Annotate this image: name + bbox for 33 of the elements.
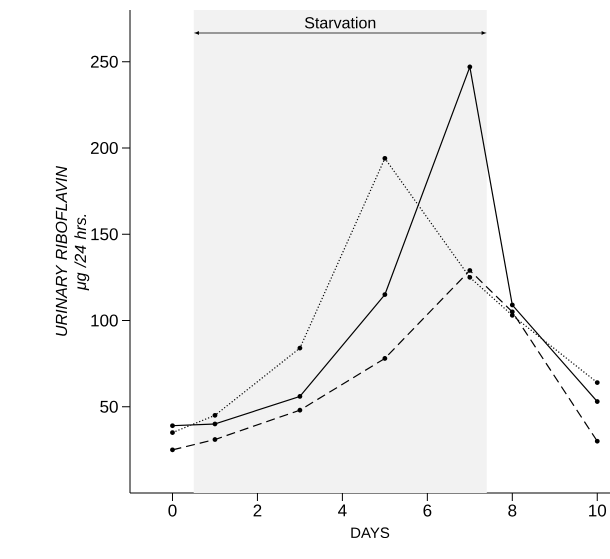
point	[298, 394, 302, 399]
x-tick-label: 10	[589, 504, 606, 517]
point	[594, 380, 600, 385]
y-tick-label: 50	[100, 400, 118, 413]
point	[467, 274, 472, 280]
point	[212, 422, 218, 426]
x-tick-label: 4	[338, 504, 347, 516]
x-tick-label: 2	[254, 504, 262, 516]
x-tick-label: 8	[508, 504, 516, 517]
point	[594, 438, 600, 444]
point	[212, 437, 218, 442]
y-tick-label: 100	[91, 314, 118, 327]
band-label: Starvation	[304, 16, 376, 28]
x-tick-label: 6	[423, 504, 432, 517]
y-tick-label: 250	[90, 56, 118, 68]
x-axis-title: DAYS	[351, 527, 390, 538]
point	[594, 399, 600, 404]
point	[382, 156, 388, 161]
point	[382, 356, 388, 361]
point	[170, 430, 175, 436]
point	[170, 447, 175, 452]
point	[298, 408, 302, 413]
point	[510, 302, 515, 308]
point	[298, 346, 302, 350]
point	[467, 64, 472, 70]
point	[212, 412, 218, 418]
x-tick-label: 0	[168, 504, 177, 517]
point	[467, 268, 472, 273]
y-tick-label: 200	[90, 142, 118, 154]
y-tick-label: 150	[91, 228, 118, 240]
point	[382, 292, 388, 298]
y-axis-title: URINARY RIBOFLAVIN μg /24 hrs.	[56, 166, 90, 336]
point	[170, 423, 175, 428]
